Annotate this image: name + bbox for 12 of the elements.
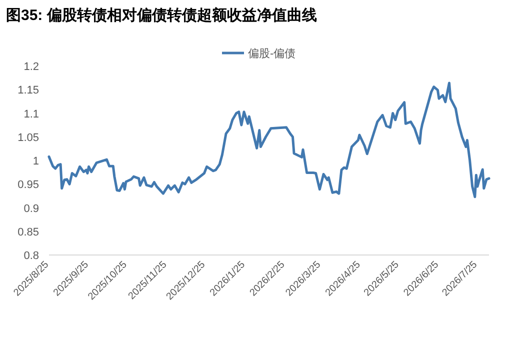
y-tick-label: 1.1 [24, 108, 39, 120]
y-tick-label: 1 [32, 156, 39, 168]
y-tick-label: 0.85 [18, 226, 39, 238]
y-tick-label: 0.8 [24, 250, 39, 262]
y-tick-label: 1.05 [18, 132, 39, 144]
y-tick-label: 1.15 [18, 84, 39, 97]
legend-label: 偏股-偏债 [248, 48, 296, 60]
y-tick-label: 0.95 [18, 179, 39, 192]
chart-title: 图35: 偏股转债相对偏债转债超额收益净值曲线 [6, 6, 317, 24]
y-tick-label: 1.2 [24, 61, 39, 73]
line-series [48, 82, 490, 198]
y-tick-label: 0.9 [24, 202, 39, 215]
